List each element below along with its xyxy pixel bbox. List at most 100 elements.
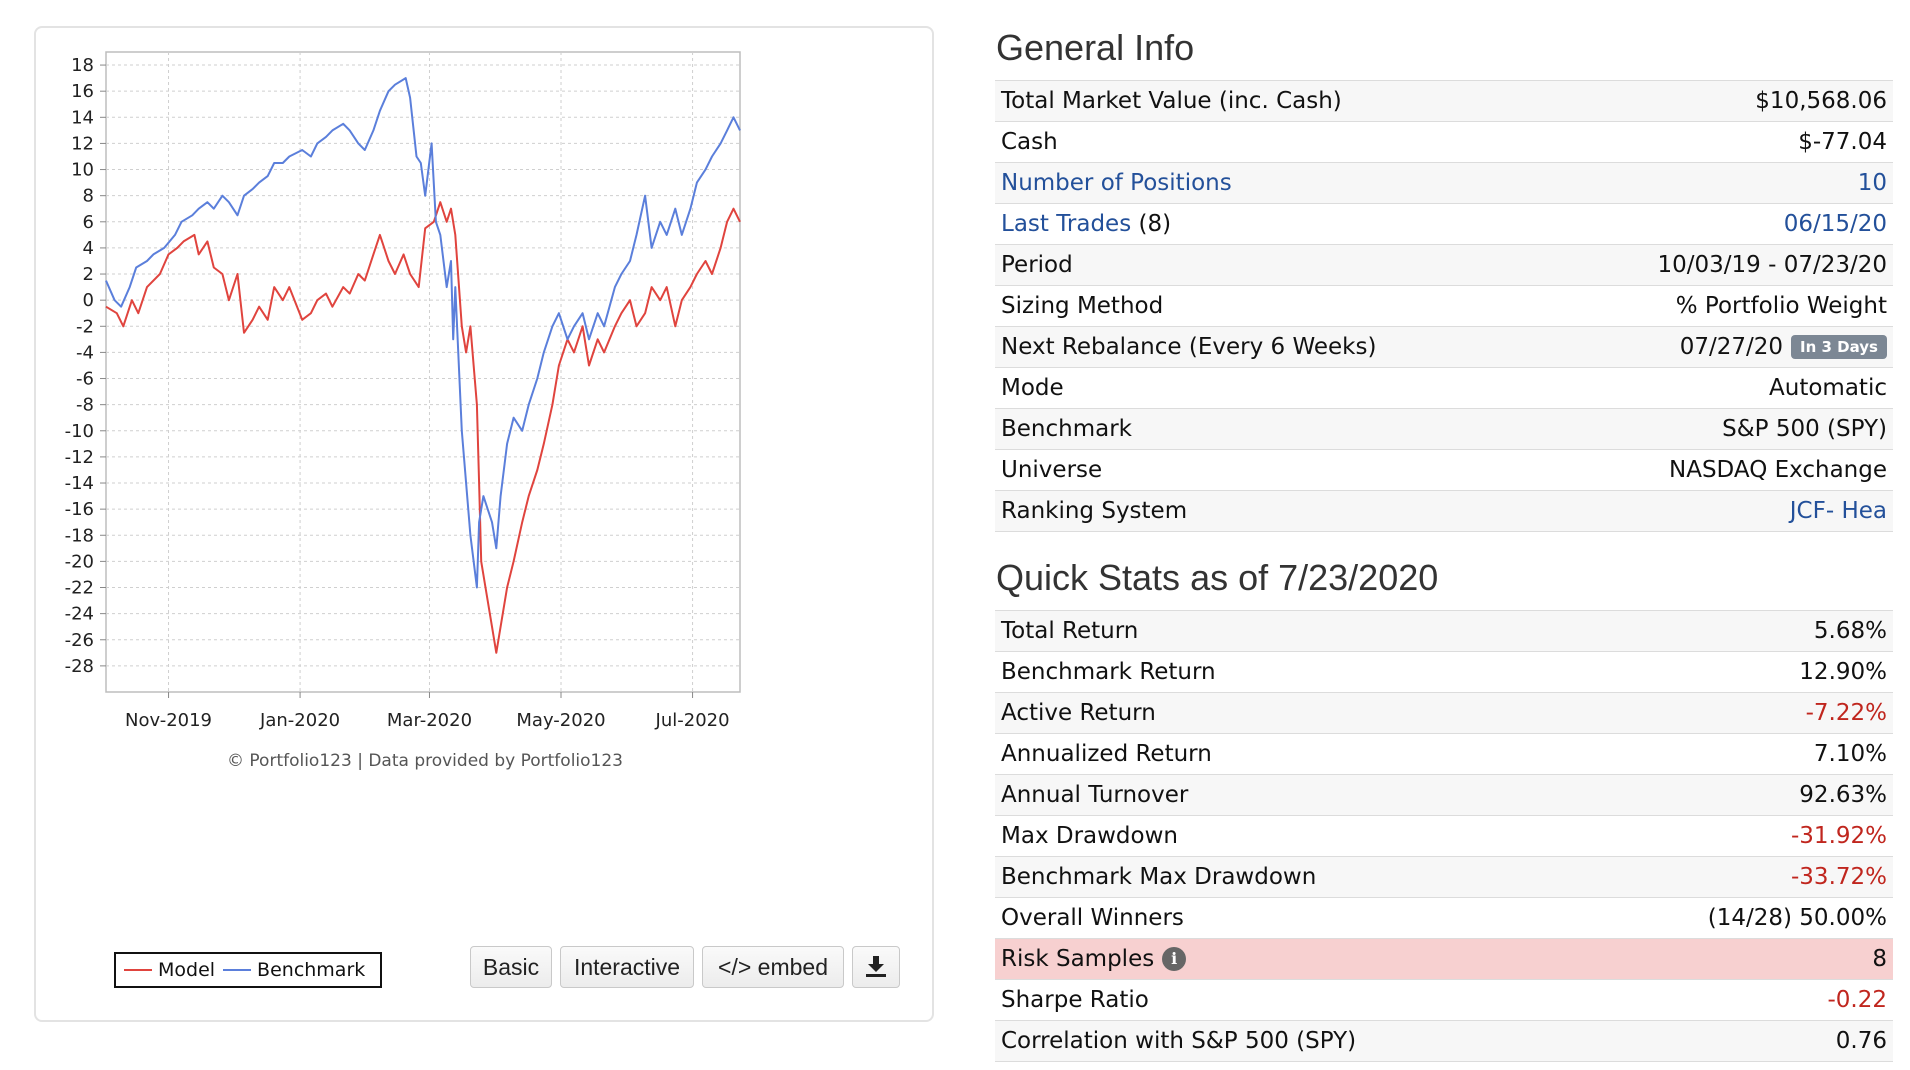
table-row: Number of Positions 10	[995, 162, 1893, 204]
row-label: Correlation with S&P 500 (SPY)	[995, 1020, 1586, 1062]
table-row: Max Drawdown -31.92%	[995, 815, 1893, 857]
y-tick-label: -14	[65, 473, 94, 494]
x-tick-label: Nov-2019	[125, 710, 212, 731]
y-tick-label: 12	[71, 133, 94, 154]
y-tick-label: -26	[65, 630, 94, 651]
table-row: Universe NASDAQ Exchange	[995, 449, 1893, 491]
table-row: Last Trades (8) 06/15/20	[995, 203, 1893, 245]
table-row: Mode Automatic	[995, 367, 1893, 409]
row-label: Annual Turnover	[995, 774, 1586, 816]
row-label: Sizing Method	[995, 285, 1549, 327]
legend-label-model: Model	[158, 959, 216, 981]
y-tick-label: 2	[83, 264, 94, 285]
last-trades-link[interactable]: Last Trades	[1001, 211, 1132, 237]
table-row: Sharpe Ratio -0.22	[995, 979, 1893, 1021]
table-row: Active Return -7.22%	[995, 692, 1893, 734]
performance-chart-panel: 18 16 14 12 10 8 6 4 2 0 -2 -4 -6 -8 -10 -12 -14 -16 -18 -2…	[34, 26, 934, 1022]
y-tick-label: -10	[65, 421, 94, 442]
download-button[interactable]	[852, 946, 900, 988]
row-label: Next Rebalance (Every 6 Weeks)	[995, 326, 1549, 368]
table-row: Total Market Value (inc. Cash) $10,568.0…	[995, 80, 1893, 122]
table-row: Correlation with S&P 500 (SPY) 0.76	[995, 1020, 1893, 1062]
table-row: Annual Turnover 92.63%	[995, 774, 1893, 816]
table-row: Benchmark S&P 500 (SPY)	[995, 408, 1893, 450]
table-row: Benchmark Return 12.90%	[995, 651, 1893, 693]
y-tick-label: -12	[65, 447, 94, 468]
row-value: -7.22%	[1585, 692, 1893, 734]
table-row: Total Return 5.68%	[995, 610, 1893, 652]
row-label: Annualized Return	[995, 733, 1586, 775]
row-label: Sharpe Ratio	[995, 979, 1586, 1021]
row-value: 12.90%	[1585, 651, 1893, 693]
download-icon	[866, 956, 886, 977]
row-label: Period	[995, 244, 1549, 286]
basic-button[interactable]: Basic	[470, 946, 552, 988]
table-row: Period 10/03/19 - 07/23/20	[995, 244, 1893, 286]
row-value: -0.22	[1585, 979, 1893, 1021]
x-tick-label: Mar-2020	[387, 710, 472, 731]
row-value: (14/28) 50.00%	[1585, 897, 1893, 939]
row-label: Risk Samples	[1001, 946, 1155, 972]
row-value: 8	[1585, 938, 1893, 980]
y-tick-label: 6	[83, 212, 94, 233]
row-label: Overall Winners	[995, 897, 1586, 939]
general-info-title: General Info	[996, 27, 1195, 68]
last-trade-date-link[interactable]: 06/15/20	[1783, 211, 1887, 237]
y-tick-label: 18	[71, 55, 94, 76]
table-row: Cash $-77.04	[995, 121, 1893, 163]
row-value: 0.76	[1585, 1020, 1893, 1062]
number-of-positions-link[interactable]: Number of Positions	[1001, 170, 1232, 196]
table-row: Ranking System JCF- Hea	[995, 490, 1893, 532]
row-value: 5.68%	[1585, 610, 1893, 652]
y-tick-label: -18	[65, 525, 94, 546]
y-tick-label: -16	[65, 499, 94, 520]
series-line-benchmark	[105, 77, 741, 589]
last-trades-count: (8)	[1131, 211, 1172, 237]
row-label: Max Drawdown	[995, 815, 1586, 857]
ranking-system-link[interactable]: JCF- Hea	[1789, 498, 1887, 524]
row-value: $-77.04	[1548, 121, 1893, 163]
row-value: 7.10%	[1585, 733, 1893, 775]
info-panel: General Info Total Market Value (inc. Ca…	[995, 18, 1893, 1062]
row-label: Cash	[995, 121, 1549, 163]
next-rebalance-date: 07/27/20	[1679, 334, 1784, 360]
row-value: -33.72%	[1585, 856, 1893, 898]
table-row: Annualized Return 7.10%	[995, 733, 1893, 775]
y-tick-label: 14	[71, 107, 94, 128]
legend-swatch-benchmark	[223, 969, 252, 971]
legend-swatch-model	[124, 969, 152, 971]
row-value: NASDAQ Exchange	[1548, 449, 1893, 491]
row-label: Benchmark Return	[995, 651, 1586, 693]
row-value: Automatic	[1548, 367, 1893, 409]
quick-stats-table: Total Return 5.68% Benchmark Return 12.9…	[995, 610, 1893, 1062]
row-value: S&P 500 (SPY)	[1548, 408, 1893, 450]
table-row-highlighted: Risk Samples i 8	[995, 938, 1893, 980]
row-label: Benchmark	[995, 408, 1549, 450]
y-tick-label: -4	[76, 342, 94, 363]
row-value: 92.63%	[1585, 774, 1893, 816]
y-tick-label: 4	[83, 238, 94, 259]
embed-button[interactable]: </> embed	[702, 946, 844, 988]
row-label: Total Market Value (inc. Cash)	[995, 80, 1549, 122]
row-label: Mode	[995, 367, 1549, 409]
row-label: Active Return	[995, 692, 1586, 734]
chart-legend: Model Benchmark	[114, 952, 382, 988]
plot-area	[105, 51, 741, 693]
table-row: Benchmark Max Drawdown -33.72%	[995, 856, 1893, 898]
row-value: 10/03/19 - 07/23/20	[1548, 244, 1893, 286]
x-tick-label: Jul-2020	[655, 710, 730, 731]
interactive-button[interactable]: Interactive	[560, 946, 694, 988]
y-tick-label: -2	[76, 316, 94, 337]
x-tick-label: Jan-2020	[259, 710, 340, 731]
y-tick-label: -22	[65, 578, 94, 599]
y-tick-label: -24	[65, 604, 94, 625]
row-label: Benchmark Max Drawdown	[995, 856, 1586, 898]
row-value: -31.92%	[1585, 815, 1893, 857]
info-icon[interactable]: i	[1162, 947, 1187, 971]
positions-count-link[interactable]: 10	[1857, 170, 1887, 196]
series-line-model	[105, 201, 741, 654]
quick-stats-title: Quick Stats as of 7/23/2020	[996, 557, 1439, 598]
x-tick-label: May-2020	[516, 710, 605, 731]
y-tick-label: -6	[76, 369, 94, 390]
row-value: $10,568.06	[1548, 80, 1893, 122]
